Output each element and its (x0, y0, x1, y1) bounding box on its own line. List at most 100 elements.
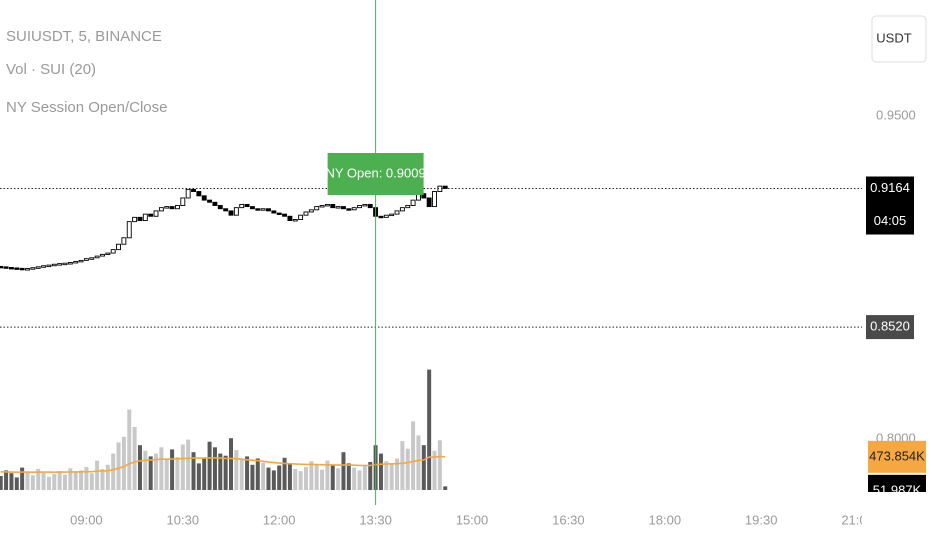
candle-body (303, 211, 309, 216)
volume-bar (320, 469, 325, 490)
candle-body (432, 191, 437, 208)
x-tick-label: 15:00 (456, 512, 489, 527)
candle-body (0, 265, 4, 269)
candle-body (346, 208, 352, 211)
candle-body (362, 203, 368, 207)
volume-bar (229, 438, 234, 490)
volume-bar (400, 441, 405, 490)
candle-body (378, 215, 384, 219)
volume-bar (395, 458, 400, 490)
volume-bar (303, 466, 308, 490)
volume-bar (330, 465, 335, 490)
candle-body (62, 262, 68, 266)
volume-bar (25, 471, 30, 490)
volume-bar (191, 452, 196, 490)
volume-bar (341, 452, 346, 490)
candle-body (110, 249, 116, 254)
candle-body (89, 257, 95, 260)
volume-bar (212, 447, 217, 490)
candle-body (169, 206, 175, 210)
candle-body (292, 219, 298, 222)
volume-bar (277, 465, 282, 490)
candle-body (116, 243, 121, 251)
candle-body (410, 199, 416, 206)
volume-bar (180, 444, 185, 490)
volume-bar (116, 442, 121, 490)
volume-bar (266, 467, 271, 490)
volume-bar (309, 461, 314, 490)
volume-bar (170, 449, 175, 490)
volume-bar (378, 453, 383, 490)
candle-body (73, 261, 79, 264)
volume-bar (282, 457, 287, 490)
candle-body (260, 208, 266, 211)
volume-bar (84, 466, 89, 490)
candle-body (83, 258, 89, 261)
volume-bar (239, 459, 244, 490)
volume-bar (384, 461, 389, 490)
candle-body (41, 265, 47, 268)
x-tick-label: 09:00 (70, 512, 103, 527)
candle-body (132, 216, 138, 223)
candle-body (389, 213, 395, 217)
volume-bar (68, 468, 73, 490)
ny-open-label-box (327, 153, 424, 195)
candle-body (255, 208, 261, 211)
volume-bar (357, 470, 362, 490)
volume-bar (427, 369, 432, 490)
volume-bar (9, 473, 14, 490)
candle-body (51, 263, 57, 267)
volume-bar (52, 473, 57, 490)
candle-body (94, 255, 100, 259)
candle-body (228, 210, 234, 216)
candle-body (276, 212, 282, 215)
candle-body (25, 268, 30, 271)
volume-bar (202, 457, 207, 490)
candle-body (367, 203, 373, 209)
candle-body (142, 213, 148, 222)
candle-body (282, 213, 288, 217)
volume-bar (325, 460, 330, 490)
candle-body (266, 208, 271, 212)
volume-bar (443, 486, 448, 490)
volume-bar (100, 469, 105, 490)
candle-body (357, 205, 362, 209)
candle-body (217, 205, 223, 210)
volume-bar (79, 470, 84, 490)
candle-body (249, 206, 255, 210)
volume-bar (336, 468, 341, 490)
candle-body (191, 188, 196, 192)
volume-bar (175, 457, 180, 490)
volume-bar (389, 463, 394, 490)
candle-body (319, 205, 325, 208)
indicator-label: Vol · SUI (20) (6, 61, 96, 78)
volume-bar (121, 436, 126, 490)
volume-bar (261, 462, 266, 490)
volume-bar (20, 467, 25, 490)
candle-body (330, 203, 336, 209)
volume-bar (432, 450, 437, 490)
candle-body (201, 195, 207, 201)
candle-body (394, 210, 400, 215)
candle-body (30, 267, 36, 270)
candle-body (426, 197, 432, 208)
volume-bar (346, 463, 351, 490)
symbol-title: SUIUSDT, 5, BINANCE (6, 28, 162, 45)
candle-body (158, 207, 164, 212)
candle-body (153, 210, 159, 217)
x-tick-label: 18:00 (649, 512, 682, 527)
volume-bar (154, 453, 159, 490)
volume-bar (186, 439, 191, 490)
volume-ma-line (0, 455, 446, 474)
volume-bar (250, 464, 255, 490)
volume-bar (105, 464, 110, 490)
candle-body (137, 216, 143, 222)
volume-bar (437, 440, 442, 490)
candle-body (105, 252, 111, 256)
candle-body (212, 201, 218, 206)
volume-bar (207, 441, 212, 490)
candle-body (335, 206, 341, 209)
volume-bar (405, 448, 410, 490)
candle-body (399, 207, 405, 212)
